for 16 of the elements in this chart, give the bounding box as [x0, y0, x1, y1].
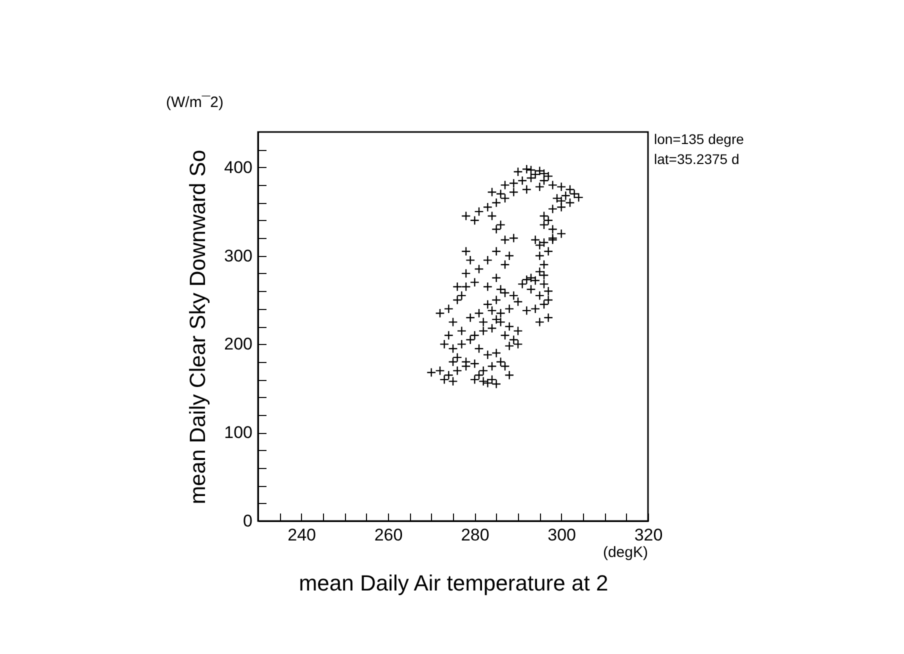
- x-axis-title: mean Daily Air temperature at 2: [298, 570, 608, 596]
- y-tick-label: 0: [243, 512, 252, 530]
- x-tick-label: 300: [548, 526, 576, 544]
- x-tick-label: 320: [634, 526, 663, 544]
- text: (W/m¯2): [166, 94, 224, 111]
- x-tick-label: 260: [374, 526, 403, 544]
- y-tick-label: 100: [224, 423, 252, 442]
- y-tick-label: 400: [224, 158, 252, 177]
- x-tick-label: 240: [288, 526, 316, 544]
- x-tick-label: 280: [460, 526, 490, 544]
- text: lat=35.2375 d: [654, 151, 740, 167]
- text: (degK): [602, 544, 648, 561]
- y-tick-label: 200: [224, 334, 252, 354]
- y-tick-label: 300: [224, 246, 252, 266]
- y-axis-title: mean Daily Clear Sky Downward So: [185, 150, 210, 504]
- text: lon=135 degre: [654, 131, 744, 147]
